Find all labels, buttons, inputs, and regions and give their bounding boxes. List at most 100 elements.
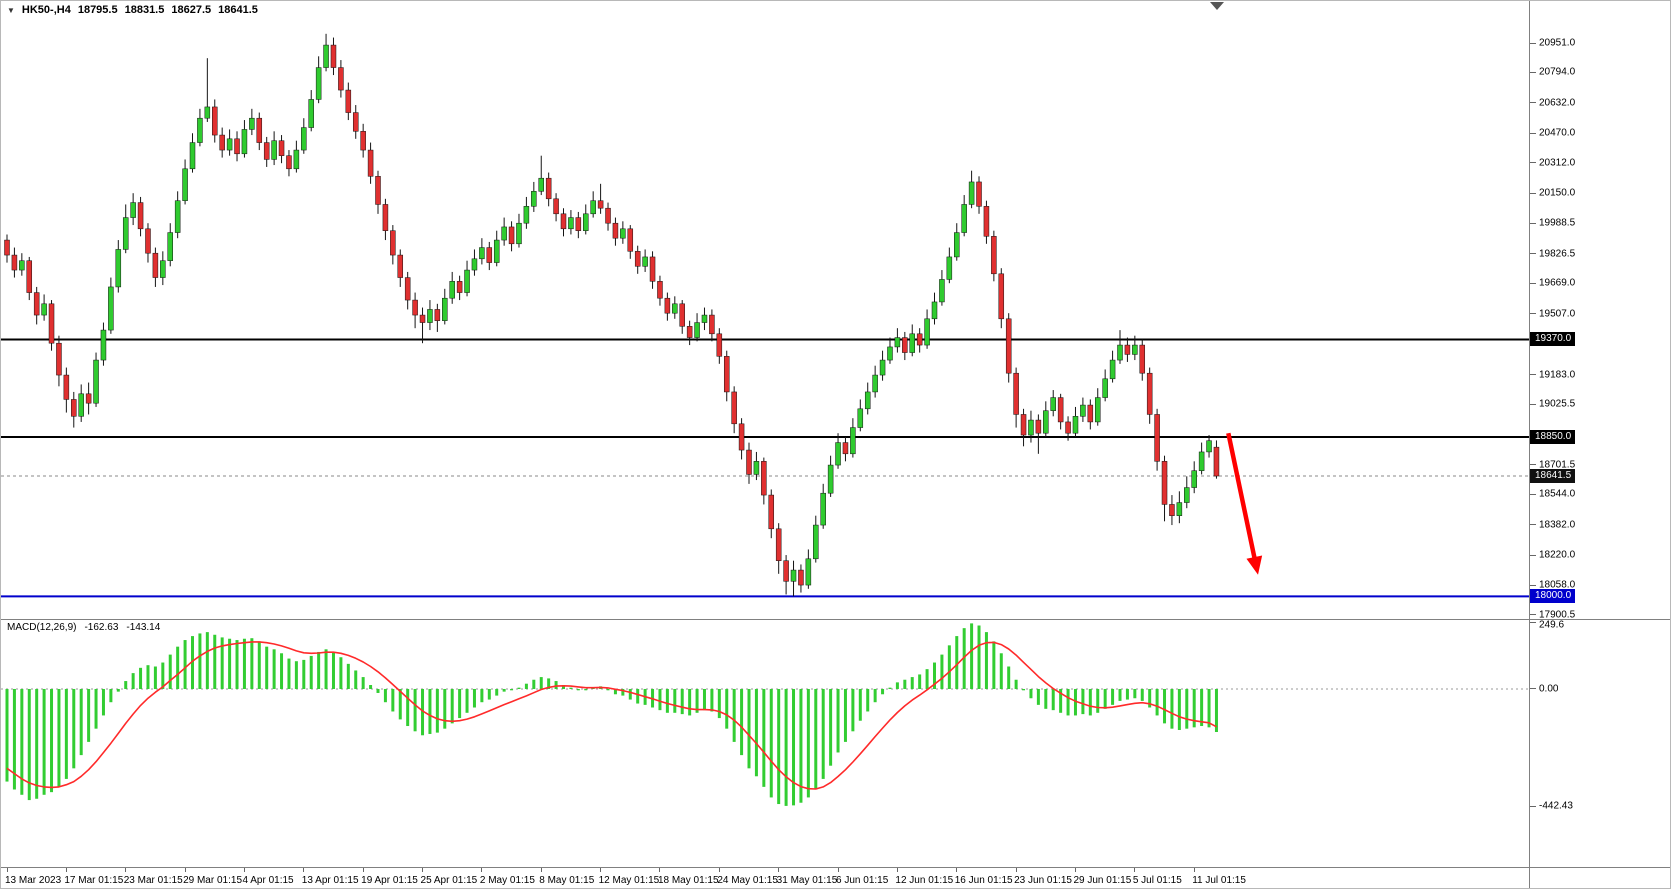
trend-arrow-head[interactable] [1246, 555, 1263, 575]
price-tick-label: 20951.0 [1539, 37, 1576, 49]
macd-histogram-bar [101, 688, 105, 716]
macd-histogram-bar [139, 667, 143, 689]
macd-histogram-bar [183, 640, 187, 689]
candle-up [204, 106, 211, 119]
candle-up [479, 247, 485, 260]
time-tick [1074, 868, 1076, 872]
macd-histogram-bar [754, 688, 758, 777]
time-axis-separator [1, 867, 1670, 868]
price-tick [1530, 253, 1536, 255]
macd-histogram-bar [1133, 688, 1137, 699]
macd-histogram-bar [636, 688, 640, 704]
candle-up [41, 303, 47, 316]
time-tick-label: 16 Jun 01:15 [954, 875, 1013, 886]
macd-histogram-bar [1036, 688, 1040, 705]
macd-histogram-bar [317, 651, 321, 689]
macd-histogram-bar [584, 688, 588, 691]
macd-histogram-bar [87, 688, 91, 742]
candle-down [1035, 419, 1042, 434]
candle-up [197, 117, 203, 143]
price-axis[interactable]: 20951.0 20794.0 20632.0 20470.0 20312.0 20150… [1530, 1, 1670, 620]
time-tick [778, 868, 780, 872]
macd-histogram-bar [918, 674, 922, 689]
price-tick-label: 20470.0 [1539, 127, 1576, 139]
macd-histogram-bar [1192, 688, 1196, 728]
macd-scale-axis[interactable]: 249.6 0.00 -442.43 [1530, 619, 1670, 867]
macd-histogram-bar [665, 688, 669, 713]
ohlc-open: 18795.5 [77, 4, 118, 16]
candle-up [961, 204, 967, 233]
candle-down [4, 239, 10, 256]
trend-arrow-shaft[interactable] [1226, 432, 1257, 560]
candle-down [679, 303, 685, 327]
candle-down [48, 303, 55, 344]
candle-up [568, 217, 574, 230]
time-axis[interactable]: 13 Mar 2023 17 Mar 01:15 23 Mar 01:15 29 Ma… [1, 868, 1670, 888]
candle-up [672, 303, 678, 314]
macd-histogram-bar [762, 688, 766, 787]
macd-histogram-bar [176, 646, 180, 689]
time-tick [422, 868, 424, 872]
time-tick [659, 868, 661, 872]
macd-histogram-bar [777, 688, 781, 805]
price-tick [1530, 192, 1536, 194]
macd-histogram-bar [628, 688, 632, 700]
price-tick-label: 19507.0 [1539, 308, 1576, 320]
macd-histogram-bar [895, 682, 899, 689]
chart-title-overlay: ▼ HK50-,H4 18795.5 18831.5 18627.5 18641… [7, 4, 258, 16]
candle-up [493, 239, 500, 263]
macd-histogram-bar [539, 677, 543, 689]
macd-histogram-bar [1096, 688, 1100, 713]
candle-down [1005, 318, 1012, 374]
candle-down [1146, 372, 1153, 415]
macd-histogram-bar [383, 688, 387, 703]
candle-down [456, 281, 463, 293]
macd-histogram-bar [1073, 688, 1077, 716]
candle-up [1028, 419, 1034, 436]
candle-up [931, 301, 938, 320]
macd-histogram-bar [1170, 688, 1174, 729]
macd-tick [1530, 622, 1536, 624]
candle-up [583, 213, 589, 231]
candle-up [174, 200, 181, 233]
time-tick-label: 24 May 01:15 [717, 875, 778, 886]
candle-down [723, 356, 730, 393]
price-level-badge: 18641.5 [1530, 469, 1576, 484]
candle-down [263, 142, 270, 160]
pane-separator[interactable] [1, 619, 1670, 620]
candle-down [575, 217, 582, 231]
macd-indicator-name: MACD(12,26,9) [7, 622, 77, 633]
candle-up [642, 256, 648, 267]
candle-up [471, 258, 478, 271]
candle-down [137, 202, 144, 230]
candle-down [597, 200, 604, 209]
macd-histogram-bar [702, 688, 706, 711]
chart-shift-marker[interactable] [1210, 2, 1224, 10]
macd-indicator-pane[interactable] [1, 619, 1529, 867]
price-tick [1530, 102, 1536, 104]
price-tick-label: 20632.0 [1539, 97, 1576, 109]
price-tick [1530, 524, 1536, 526]
candle-down [33, 292, 40, 316]
time-tick [362, 868, 364, 872]
candle-up [464, 269, 470, 293]
macd-histogram-bar [153, 666, 157, 689]
candle-down [709, 314, 715, 335]
candle-down [798, 569, 804, 586]
candle-up [946, 256, 953, 280]
chart-menu-icon[interactable]: ▼ [7, 5, 15, 15]
macd-histogram-bar [480, 688, 484, 703]
ohlc-close: 18641.5 [218, 4, 258, 16]
macd-histogram-bar [465, 688, 469, 713]
candle-up [1184, 487, 1190, 503]
candle-up [182, 168, 188, 201]
macd-histogram-bar [168, 654, 172, 689]
time-tick [896, 868, 898, 872]
candle-down [716, 333, 723, 357]
candle-down [768, 494, 775, 530]
macd-histogram-bar [272, 649, 276, 689]
price-chart-pane[interactable] [1, 1, 1529, 619]
macd-histogram-bar [984, 632, 988, 689]
macd-histogram-bar [339, 657, 343, 689]
